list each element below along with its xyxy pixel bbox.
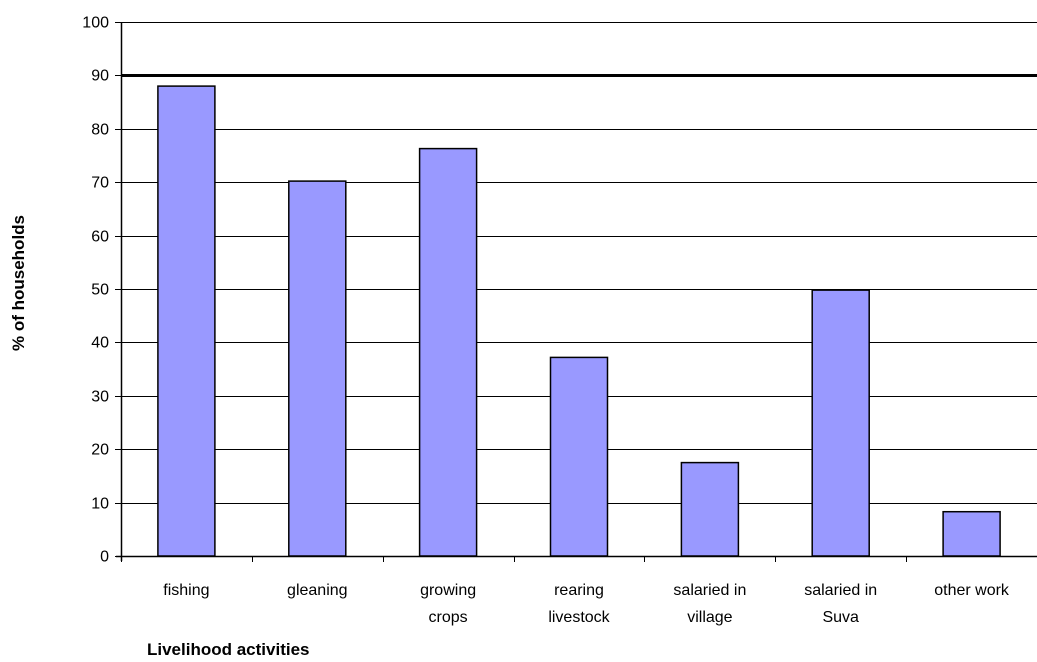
y-tick-label: 80 [91, 122, 109, 139]
y-tick-label: 40 [91, 335, 109, 352]
y-tick-label: 20 [91, 442, 109, 459]
bar [549, 356, 609, 557]
x-tick-label: growing [420, 582, 476, 599]
x-tick-label: fishing [163, 582, 209, 599]
bar [811, 289, 870, 557]
y-tick-label: 90 [91, 68, 109, 85]
gridlines [121, 22, 1037, 504]
axes [115, 22, 1037, 562]
x-tick-label: crops [429, 609, 468, 626]
x-tick-label: salaried in [804, 582, 877, 599]
x-tick-label: gleaning [287, 582, 348, 599]
x-tick-label: village [687, 609, 732, 626]
y-tick-label: 0 [100, 549, 109, 566]
x-tick-label: rearing [554, 582, 604, 599]
y-tick-label: 100 [82, 15, 109, 32]
x-tick-label: livestock [548, 609, 610, 626]
y-tick-label: 70 [91, 175, 109, 192]
bar [680, 461, 740, 557]
x-tick-label: salaried in [673, 582, 746, 599]
x-axis-title: Livelihood activities [147, 640, 310, 659]
bars [157, 85, 1001, 557]
bar [157, 85, 216, 557]
bar [418, 147, 478, 557]
bar [288, 180, 347, 557]
y-tick-label: 50 [91, 282, 109, 299]
x-tick-label: Suva [822, 609, 859, 626]
x-tick-label: other work [934, 582, 1010, 599]
y-tick-label: 30 [91, 389, 109, 406]
y-tick-label: 60 [91, 229, 109, 246]
tick-labels: 0 10 20 30 40 50 60 70 80 90 100 fishing gleaning gro… [82, 15, 1010, 627]
y-tick-label: 10 [91, 496, 109, 513]
bar [942, 510, 1001, 557]
y-axis-title: % of households [9, 215, 28, 351]
